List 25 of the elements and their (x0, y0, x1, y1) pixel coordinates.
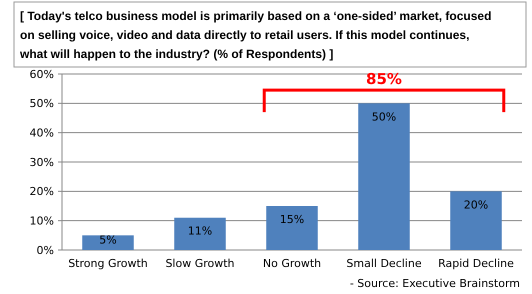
annotation: 85% (366, 70, 402, 88)
x-tick-label: No Growth (262, 257, 322, 270)
bar (82, 235, 134, 250)
y-tick-label: 50% (30, 97, 54, 110)
data-label: 5% (99, 233, 117, 246)
y-tick-label: 0% (36, 244, 54, 257)
y-tick-label: 40% (30, 126, 54, 140)
bar (266, 206, 318, 250)
data-label: 15% (280, 213, 304, 226)
y-tick-label: 60% (30, 68, 54, 81)
text: - Source: Executive Brainstorm (350, 277, 520, 290)
x-tick-label: Slow Growth (165, 257, 235, 270)
x-tick-label: Strong Growth (68, 257, 148, 270)
y-tick-label: 10% (30, 214, 54, 228)
y-tick-label: 20% (30, 185, 54, 198)
x-tick-label: Rapid Decline (438, 257, 514, 270)
chart-title: [ Today's telco business model is primarily based on a ‘one-sided’ market, focused on selling voice, video and data directly to retail users. If this model continues, what will happen to the industry? (% of Respondents) ] (19, 9, 492, 61)
y-tick-label: 30% (30, 156, 54, 169)
data-label: 11% (188, 224, 212, 238)
bar (358, 103, 410, 250)
data-label: 50% (372, 110, 396, 124)
x-tick-label: Small Decline (346, 257, 422, 270)
data-label: 20% (464, 198, 488, 212)
bar (450, 191, 502, 250)
bar (174, 218, 226, 250)
